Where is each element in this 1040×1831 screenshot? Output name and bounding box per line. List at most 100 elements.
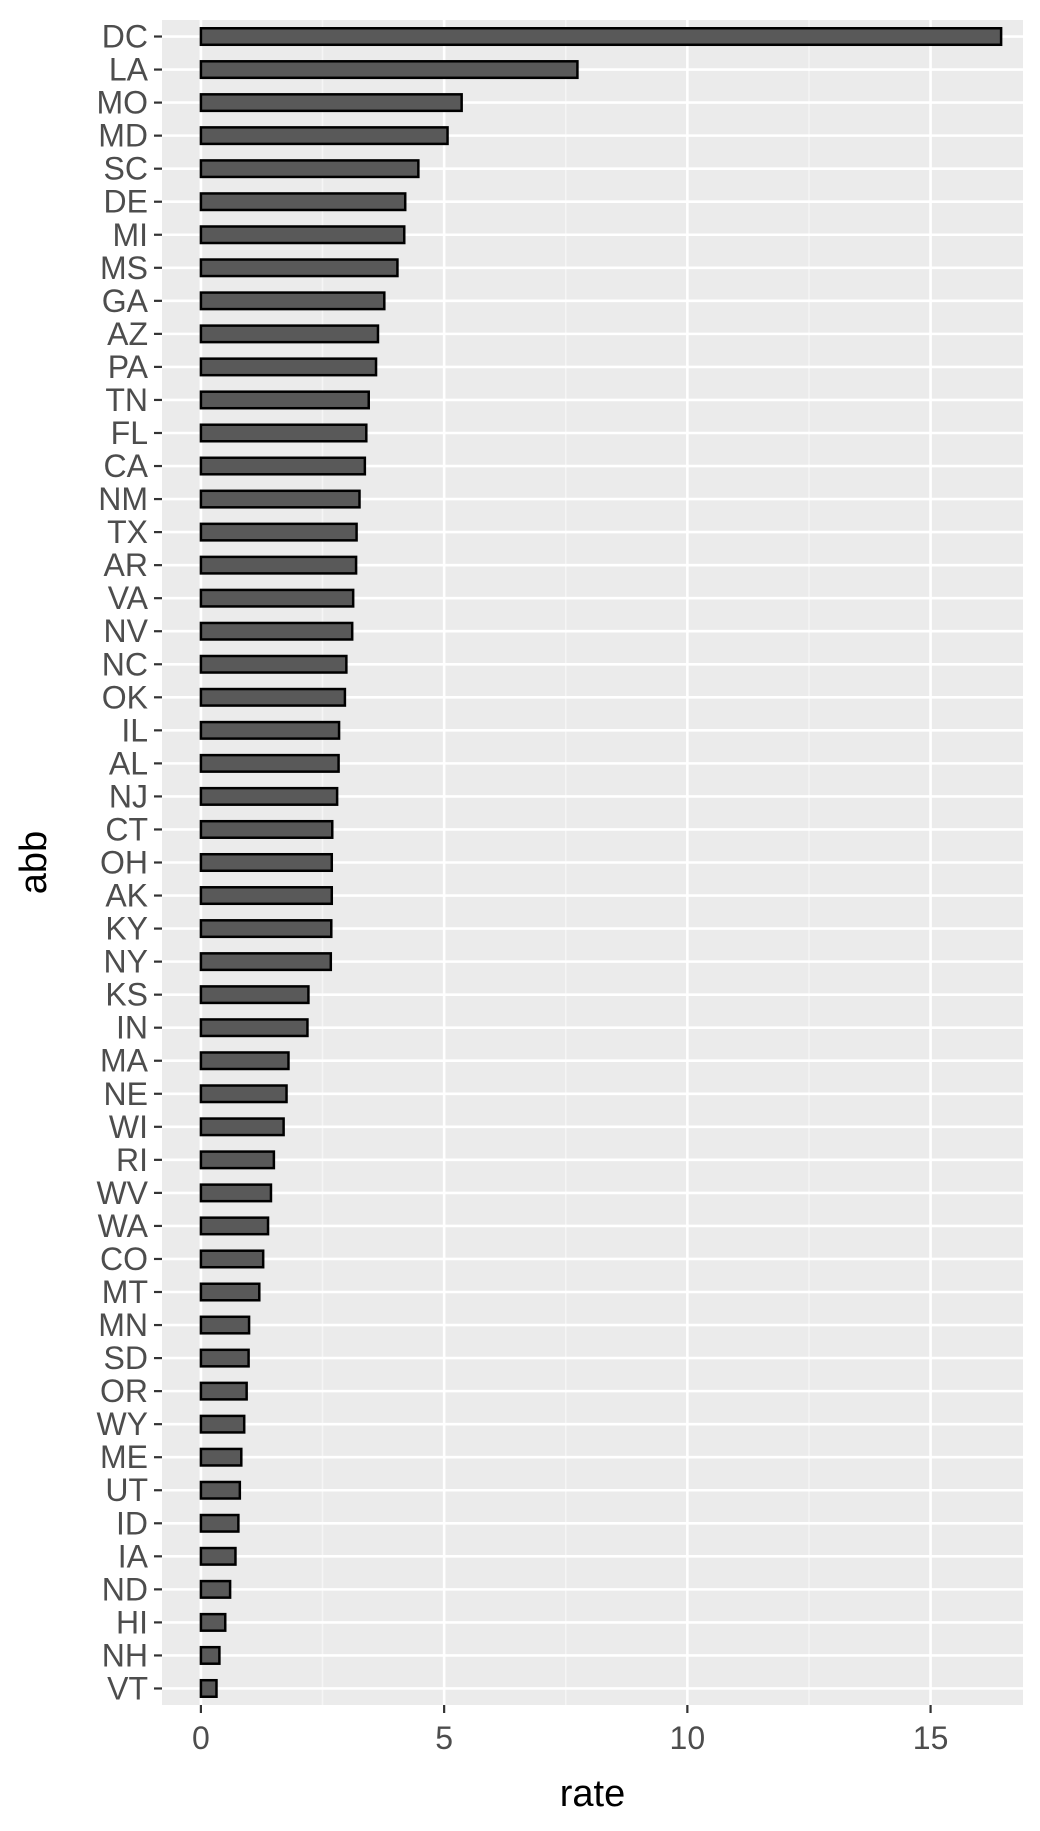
y-tick-label: HI — [116, 1604, 148, 1640]
bar-de — [199, 192, 407, 212]
bar-co — [199, 1249, 265, 1269]
bar-wa — [199, 1216, 270, 1236]
bar-nv — [199, 621, 354, 641]
x-axis: 0 5 10 15 — [192, 1705, 948, 1756]
x-tick-label: 15 — [913, 1720, 949, 1756]
y-tick-label: ND — [102, 1571, 148, 1607]
y-tick-label: OK — [102, 679, 148, 715]
bar-wy — [199, 1414, 246, 1434]
bar-ne — [199, 1084, 288, 1104]
y-tick-label: VT — [107, 1670, 148, 1706]
y-tick-label: TX — [107, 514, 148, 550]
bar-ma — [199, 1051, 290, 1071]
bar-ms — [199, 258, 399, 278]
y-tick-label: AL — [109, 745, 148, 781]
y-tick-label: VA — [108, 580, 149, 616]
bar-ga — [199, 291, 386, 311]
y-tick-label: WY — [96, 1406, 148, 1442]
y-axis-title: abb — [13, 831, 55, 894]
y-tick-label: ID — [116, 1505, 148, 1541]
y-tick-label: CT — [105, 811, 148, 847]
bar-mo — [199, 93, 463, 113]
bar-sd — [199, 1348, 250, 1368]
bar-al — [199, 753, 340, 773]
y-tick-label: TN — [105, 382, 148, 418]
x-tick-label: 10 — [670, 1720, 706, 1756]
y-tick-label: AK — [105, 878, 148, 914]
bar-ok — [199, 687, 347, 707]
bar-tx — [199, 522, 358, 542]
x-tick-label: 5 — [435, 1720, 453, 1756]
y-tick-label: RI — [116, 1142, 148, 1178]
bar-ks — [199, 985, 310, 1005]
y-tick-label: AZ — [107, 316, 148, 352]
y-tick-label: MO — [96, 85, 148, 121]
y-tick-label: ME — [100, 1439, 148, 1475]
y-tick-label: KY — [105, 911, 148, 947]
bar-ut — [199, 1480, 242, 1500]
bar-mt — [199, 1282, 261, 1302]
bar-wv — [199, 1183, 273, 1203]
y-tick-label: GA — [102, 283, 149, 319]
bar-oh — [199, 852, 334, 873]
y-tick-label: MI — [112, 217, 148, 253]
bar-ri — [199, 1150, 276, 1170]
y-tick-label: NV — [104, 613, 149, 649]
bar-ar — [199, 555, 358, 575]
y-tick-label: DE — [104, 184, 148, 220]
y-tick-label: IN — [116, 1010, 148, 1046]
y-tick-label: OR — [100, 1373, 148, 1409]
bar-ct — [199, 819, 334, 839]
bar-nj — [199, 786, 339, 806]
bar-ak — [199, 886, 334, 906]
y-tick-label: PA — [108, 349, 149, 385]
y-tick-label: DC — [102, 19, 148, 55]
bar-or — [199, 1381, 248, 1401]
bar-nm — [199, 489, 361, 509]
bar-il — [199, 720, 341, 740]
bar-nd — [199, 1579, 232, 1599]
bar-sc — [199, 159, 420, 179]
bar-nh — [199, 1645, 221, 1665]
bar-me — [199, 1447, 243, 1467]
bar-la — [199, 60, 579, 80]
y-tick-label: NH — [102, 1637, 148, 1673]
bar-nc — [199, 654, 348, 674]
bar-pa — [199, 357, 378, 377]
y-tick-label: KS — [105, 977, 148, 1013]
bar-ky — [199, 919, 333, 939]
y-tick-label: MD — [98, 118, 148, 154]
y-tick-label: WV — [96, 1175, 148, 1211]
y-tick-label: FL — [111, 415, 148, 451]
y-tick-label: NJ — [109, 778, 148, 814]
y-tick-label: NM — [98, 481, 148, 517]
bar-hi — [199, 1612, 227, 1632]
y-tick-label: LA — [109, 52, 149, 88]
y-tick-label: MT — [102, 1274, 148, 1310]
bar-md — [199, 126, 449, 146]
bar-in — [199, 1018, 309, 1038]
y-tick-label: NY — [104, 944, 148, 980]
bar-fl — [199, 423, 368, 443]
y-tick-label: SD — [104, 1340, 148, 1376]
x-axis-title: rate — [560, 1773, 625, 1815]
y-tick-label: IA — [118, 1538, 149, 1574]
y-tick-label: UT — [105, 1472, 148, 1508]
y-tick-label: AR — [104, 547, 148, 583]
bar-dc — [199, 27, 1003, 47]
y-tick-label: CO — [100, 1241, 148, 1277]
bar-az — [199, 324, 380, 344]
bar-ca — [199, 456, 367, 476]
y-tick-label: NC — [102, 646, 148, 682]
bar-ny — [199, 952, 333, 972]
y-tick-label: IL — [121, 712, 148, 748]
bars — [199, 27, 1003, 1698]
y-tick-label: CA — [104, 448, 149, 484]
x-tick-label: 0 — [192, 1720, 210, 1756]
y-tick-label: MS — [100, 250, 148, 286]
bar-mi — [199, 225, 406, 245]
bar-id — [199, 1513, 240, 1533]
y-axis: DCLAMOMDSCDEMIMSGAAZPATNFLCANMTXARVANVNC… — [96, 19, 162, 1706]
bar-vt — [199, 1678, 218, 1698]
